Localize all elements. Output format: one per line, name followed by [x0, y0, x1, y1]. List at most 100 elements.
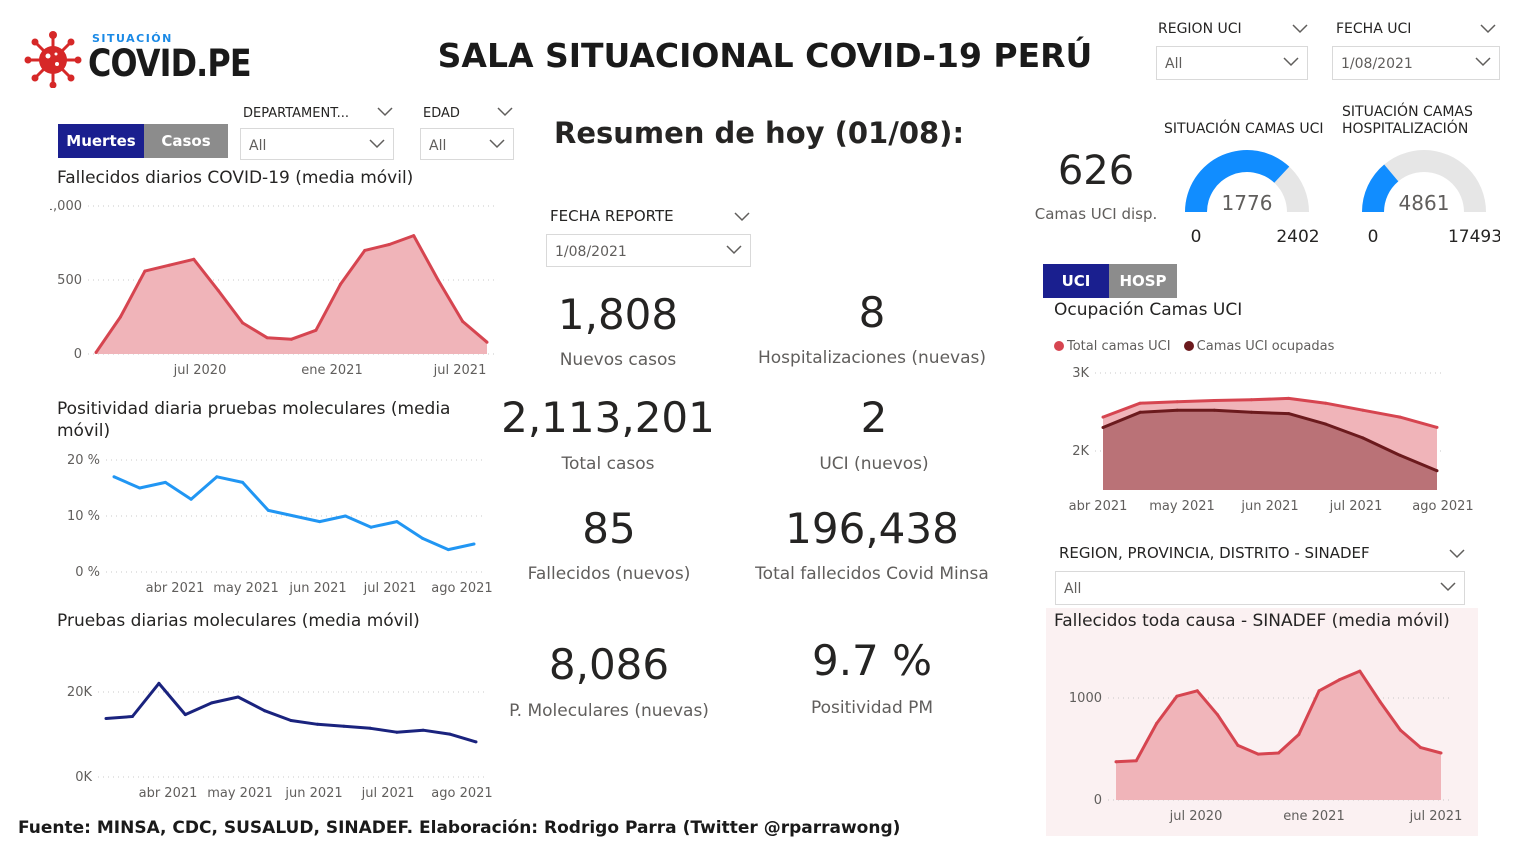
legend-camas-ocupadas-label: Camas UCI ocupadas — [1196, 338, 1335, 354]
gauge-min: 0 — [1368, 227, 1379, 247]
data-point — [241, 321, 245, 325]
edad-dropdown[interactable]: All — [420, 128, 514, 160]
data-point — [448, 732, 452, 736]
pruebas-chart: 20K 0K abr 2021 may 2021 jun 2021 jul 2021 ago… — [67, 681, 493, 801]
region-uci-slicer-header[interactable]: REGION UCI — [1158, 18, 1308, 40]
gauge-value: 4861 — [1399, 191, 1450, 215]
data-point — [167, 263, 171, 267]
toggle-uci[interactable]: UCI — [1043, 264, 1109, 298]
departamento-slicer-header[interactable]: DEPARTAMENT... — [243, 102, 393, 122]
data-point — [1435, 469, 1439, 473]
fecha-uci-slicer-header[interactable]: FECHA UCI — [1336, 18, 1496, 40]
edad-slicer-header[interactable]: EDAD — [423, 102, 513, 122]
data-point — [1361, 436, 1365, 440]
data-point — [338, 282, 342, 286]
chevron-down-icon[interactable] — [1283, 57, 1299, 67]
chevron-down-icon[interactable] — [1480, 24, 1496, 34]
fecha-reporte-slicer-header[interactable]: FECHA REPORTE — [550, 206, 750, 228]
data-point — [1195, 689, 1199, 693]
gauge-max: 2402 — [1276, 227, 1319, 247]
gauge-hosp: 4861 0 17493 — [1362, 150, 1500, 247]
chevron-down-icon[interactable] — [726, 245, 742, 255]
chevron-down-icon[interactable] — [1440, 582, 1456, 592]
chevron-down-icon[interactable] — [734, 212, 750, 222]
data-point — [1175, 408, 1179, 412]
gauge-uci: 1776 0 2402 — [1185, 150, 1320, 247]
positividad-chart: 20 % 10 % 0 % abr 2021 may 2021 jun 2021 jul 2… — [67, 453, 493, 596]
data-point — [1134, 759, 1138, 763]
data-point — [1317, 689, 1321, 693]
data-point — [265, 336, 269, 340]
fecha-uci-dropdown[interactable]: 1/08/2021 — [1332, 46, 1500, 80]
region-uci-value: All — [1165, 56, 1183, 72]
gauge-hosp-title: SITUACIÓN CAMAS HOSPITALIZACIÓN — [1342, 104, 1473, 137]
legend-dot-icon — [1054, 341, 1064, 351]
edad-label: EDAD — [423, 106, 460, 121]
series-line — [105, 681, 477, 744]
data-point — [1358, 669, 1362, 673]
data-point — [1439, 751, 1443, 755]
fecha-uci-value: 1/08/2021 — [1341, 56, 1413, 72]
logo-small-text: SITUACIÓN — [92, 32, 173, 45]
fecha-reporte-dropdown[interactable]: 1/08/2021 — [546, 234, 751, 267]
gauge-background — [1362, 150, 1486, 212]
kpi-total-casos-value: 2,113,201 — [501, 393, 715, 442]
data-point — [474, 740, 478, 744]
sinadef-chart: 1000 0 jul 2020 ene 2021 jul 2021 — [1069, 669, 1462, 824]
kpi-total-fallecidos-label: Total fallecidos Covid Minsa — [755, 564, 989, 584]
region-uci-dropdown[interactable]: All — [1156, 46, 1308, 80]
virus-icon — [24, 31, 82, 88]
departamento-dropdown[interactable]: All — [240, 128, 394, 160]
data-point — [189, 497, 193, 501]
toggle-casos[interactable]: Casos — [144, 124, 228, 158]
x-tick-label: ago 2021 — [431, 581, 492, 596]
gauge-max: 17493 — [1448, 227, 1500, 247]
kpi-fallecidos-label: Fallecidos (nuevos) — [527, 564, 691, 584]
data-point — [210, 701, 214, 705]
data-point — [1337, 678, 1341, 682]
kpi-pmoleculares-label: P. Moleculares (nuevas) — [509, 701, 709, 721]
data-point — [395, 730, 399, 734]
toggle-hosp[interactable]: HOSP — [1109, 264, 1177, 298]
y-tick-label: 500 — [57, 273, 82, 288]
chevron-down-icon[interactable] — [497, 107, 513, 117]
legend-total-camas[interactable]: Total camas UCI — [1054, 339, 1171, 354]
data-point — [157, 681, 161, 685]
data-point — [395, 520, 399, 524]
series-line — [113, 475, 475, 552]
data-point — [1249, 410, 1253, 414]
data-point — [387, 243, 391, 246]
sinadef-dropdown[interactable]: All — [1055, 571, 1465, 605]
x-tick-label: may 2021 — [213, 581, 279, 596]
fallecidos-chart-title: Fallecidos diarios COVID-19 (media móvil… — [57, 168, 414, 188]
chevron-down-icon[interactable] — [1292, 24, 1308, 34]
chevron-down-icon[interactable] — [1475, 57, 1491, 67]
x-tick-label: jul 2020 — [1169, 809, 1223, 824]
chevron-down-icon[interactable] — [489, 139, 505, 149]
kpi-fallecidos-value: 85 — [582, 504, 636, 553]
footer-source: Fuente: MINSA, CDC, SUSALUD, SINADEF. El… — [18, 818, 901, 838]
data-point — [461, 319, 465, 323]
data-point — [1287, 412, 1291, 416]
ocupacion-legend: Total camas UCI Camas UCI ocupadas — [1054, 336, 1342, 355]
camas-uci-disp-value: 626 — [1057, 148, 1135, 194]
legend-total-camas-label: Total camas UCI — [1067, 338, 1171, 354]
kpi-positividad-label: Positividad PM — [810, 698, 934, 718]
toggle-muertes[interactable]: Muertes — [58, 124, 144, 158]
legend-camas-ocupadas[interactable]: Camas UCI ocupadas — [1183, 338, 1335, 354]
sinadef-slicer-header[interactable]: REGION, PROVINCIA, DISTRITO - SINADEF — [1059, 543, 1469, 565]
page-title: SALA SITUACIONAL COVID-19 PERÚ — [437, 36, 1093, 75]
x-tick-label: abr 2021 — [146, 581, 205, 596]
chevron-down-icon[interactable] — [377, 107, 393, 117]
data-point — [1419, 746, 1423, 750]
region-uci-label: REGION UCI — [1158, 21, 1242, 37]
sinadef-label: REGION, PROVINCIA, DISTRITO - SINADEF — [1059, 544, 1370, 562]
gauge-fill — [1185, 150, 1290, 212]
data-point — [112, 475, 116, 479]
data-point — [130, 715, 134, 718]
data-point — [192, 257, 196, 261]
chevron-down-icon[interactable] — [1449, 549, 1465, 559]
chevron-down-icon[interactable] — [369, 139, 385, 149]
y-tick-label: 1,000 — [50, 199, 82, 214]
kpi-pmoleculares-value: 8,086 — [548, 640, 670, 689]
